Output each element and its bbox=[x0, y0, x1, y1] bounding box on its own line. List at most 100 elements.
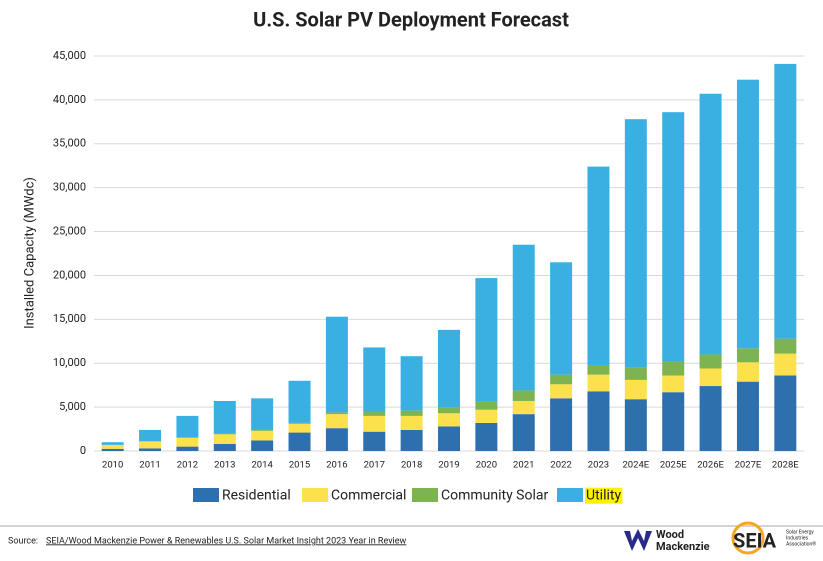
bar-segment bbox=[400, 415, 423, 430]
bar-segment bbox=[101, 442, 124, 445]
bar-segment bbox=[139, 429, 162, 442]
bar-segment bbox=[363, 411, 386, 416]
bar-segment bbox=[774, 63, 797, 339]
bar-segment bbox=[101, 444, 124, 449]
x-tick-label: 2016 bbox=[326, 460, 347, 471]
bar-segment bbox=[251, 440, 274, 451]
bar-segment bbox=[662, 361, 685, 376]
bar-segment bbox=[662, 375, 685, 393]
seia-sun bbox=[731, 521, 765, 555]
bar-segment bbox=[251, 398, 274, 430]
x-tick-label: 2018 bbox=[401, 460, 422, 471]
bar-segment bbox=[662, 392, 685, 451]
y-axis-label: Installed Capacity (MWdc) bbox=[22, 177, 37, 329]
bar-segment bbox=[139, 448, 162, 451]
bar-segment bbox=[550, 262, 573, 375]
source-text[interactable]: SEIA/Wood Mackenzie Power & Renewables U… bbox=[46, 536, 407, 546]
legend-swatch bbox=[193, 488, 219, 502]
bar-segment bbox=[587, 391, 610, 451]
bar-segment bbox=[662, 112, 685, 362]
bar-segment bbox=[774, 353, 797, 376]
seia-logo: SEIA Solar Energy Industries Association… bbox=[731, 521, 816, 555]
wood-mackenzie-logo: Wood Mackenzie bbox=[624, 528, 710, 553]
x-tick-label: 2023 bbox=[588, 460, 609, 471]
bar-segment bbox=[400, 410, 423, 416]
seia-tagline: Association® bbox=[786, 540, 816, 547]
bar-segment bbox=[101, 448, 124, 451]
bar-segment bbox=[624, 399, 647, 451]
bar-segment bbox=[288, 380, 311, 423]
bar-segment bbox=[325, 316, 348, 413]
bar-segment bbox=[699, 354, 722, 369]
bar-segment bbox=[587, 364, 610, 375]
legend-highlight bbox=[585, 487, 623, 504]
bar-segment bbox=[624, 119, 647, 368]
y-tick-label: 35,000 bbox=[53, 137, 86, 150]
x-tick-label: 2015 bbox=[289, 460, 310, 471]
bar-segment bbox=[363, 347, 386, 412]
x-tick-label: 2021 bbox=[513, 460, 534, 471]
x-tick-label: 2026E bbox=[697, 460, 724, 471]
bar-segment bbox=[736, 381, 759, 451]
legend-label: Residential bbox=[222, 488, 291, 504]
x-tick-label: 2019 bbox=[438, 460, 459, 471]
bar-segment bbox=[624, 367, 647, 380]
bar-segment bbox=[325, 414, 348, 429]
bar-segment bbox=[774, 338, 797, 354]
bar-segment bbox=[512, 414, 535, 451]
bar-segment bbox=[400, 429, 423, 451]
bar-segment bbox=[438, 426, 460, 451]
bar-segment bbox=[699, 386, 722, 451]
bar-segment bbox=[512, 390, 535, 401]
bar-segment bbox=[736, 362, 759, 382]
y-tick-label: 25,000 bbox=[53, 224, 86, 237]
bar-segment bbox=[736, 348, 759, 363]
bar-segment bbox=[587, 374, 610, 392]
x-tick-label: 2024E bbox=[622, 460, 649, 471]
bar-segment bbox=[699, 368, 722, 387]
bar-segment bbox=[736, 79, 759, 349]
bar-segment bbox=[550, 398, 573, 451]
bar-segment bbox=[251, 430, 274, 441]
x-tick-label: 2017 bbox=[364, 460, 385, 471]
bar-segment bbox=[475, 422, 498, 451]
legend-label: Commercial bbox=[331, 488, 406, 504]
legend-label: Utility bbox=[586, 488, 621, 504]
bar-segment bbox=[475, 278, 498, 402]
x-tick-label: 2014 bbox=[251, 460, 273, 471]
bar-segment bbox=[251, 429, 274, 431]
bar-segment bbox=[213, 434, 236, 444]
wm-text: Wood bbox=[656, 528, 684, 541]
bar-segment bbox=[512, 244, 535, 391]
x-tick-label: 2028E bbox=[772, 460, 799, 471]
chart-title: U.S. Solar PV Deployment Forecast bbox=[253, 7, 569, 31]
wm-icon bbox=[624, 529, 652, 551]
bar-segment bbox=[363, 415, 386, 432]
bar-segment bbox=[774, 375, 797, 451]
bar-segment bbox=[438, 413, 460, 427]
seia-text: SEIA bbox=[733, 528, 777, 552]
legend-swatch bbox=[302, 488, 328, 502]
bar-segment bbox=[400, 356, 423, 411]
bar-segment bbox=[363, 431, 386, 451]
bar-segment bbox=[550, 374, 573, 385]
bar-segment bbox=[475, 401, 498, 410]
bar-segment bbox=[288, 432, 311, 451]
bar-segment bbox=[475, 409, 498, 423]
bar-segment bbox=[176, 446, 199, 451]
bar-segment bbox=[325, 428, 348, 451]
bar-segment bbox=[512, 400, 535, 415]
x-tick-label: 2020 bbox=[476, 460, 497, 471]
y-tick-label: 5,000 bbox=[59, 400, 86, 413]
seia-tagline: Industries bbox=[786, 535, 808, 541]
legend-label: Community Solar bbox=[441, 488, 548, 504]
bar-segment bbox=[325, 412, 348, 415]
bar-segment bbox=[438, 329, 460, 408]
bar-segment bbox=[550, 384, 573, 399]
y-tick-label: 45,000 bbox=[53, 49, 86, 62]
x-tick-label: 2025E bbox=[660, 460, 687, 471]
y-tick-label: 40,000 bbox=[53, 93, 86, 106]
legend-swatch bbox=[557, 488, 583, 502]
bar-segment bbox=[288, 422, 311, 424]
